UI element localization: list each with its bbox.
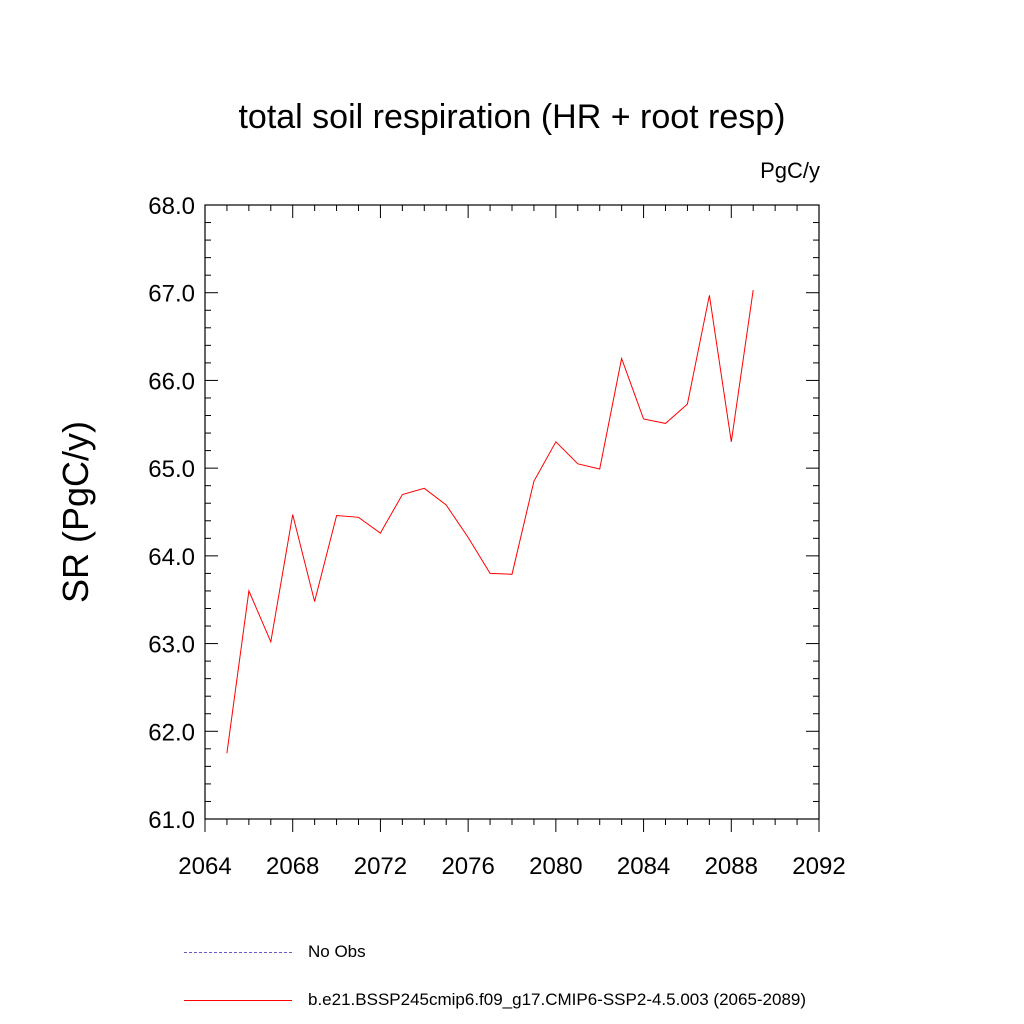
plot-frame	[204, 204, 820, 820]
series-layer	[226, 290, 754, 754]
legend-swatch-model-run	[184, 1000, 292, 1001]
y-tick-label: 61.0	[148, 807, 195, 834]
y-tick-label: 68.0	[148, 193, 195, 220]
axis-ticks	[204, 204, 820, 832]
x-tick-label: 2072	[354, 853, 407, 880]
x-tick-label: 2088	[705, 853, 758, 880]
legend-label-no-obs: No Obs	[308, 942, 366, 961]
y-tick-label: 67.0	[148, 281, 195, 308]
legend-swatch-no-obs	[184, 952, 292, 953]
y-tick-label: 63.0	[148, 632, 195, 659]
x-tick-label: 2080	[529, 853, 582, 880]
x-tick-label: 2076	[441, 853, 494, 880]
legend-label-model-run: b.e21.BSSP245cmip6.f09_g17.CMIP6-SSP2-4.…	[308, 990, 807, 1009]
x-tick-label: 2064	[178, 853, 231, 880]
y-tick-label: 66.0	[148, 368, 195, 395]
units-label: PgC/y	[760, 158, 820, 183]
x-tick-label: 2092	[792, 853, 845, 880]
y-tick-label: 64.0	[148, 544, 195, 571]
y-tick-label: 65.0	[148, 456, 195, 483]
chart-title: total soil respiration (HR + root resp)	[238, 98, 786, 136]
x-tick-label: 2068	[266, 853, 319, 880]
y-tick-label: 62.0	[148, 719, 195, 746]
axis-tick-labels: 2064 2068 2072 2076 2080 2084 2088 2092 61.0 62.0…	[148, 193, 845, 880]
series-line	[226, 290, 754, 754]
x-tick-label: 2084	[617, 853, 670, 880]
